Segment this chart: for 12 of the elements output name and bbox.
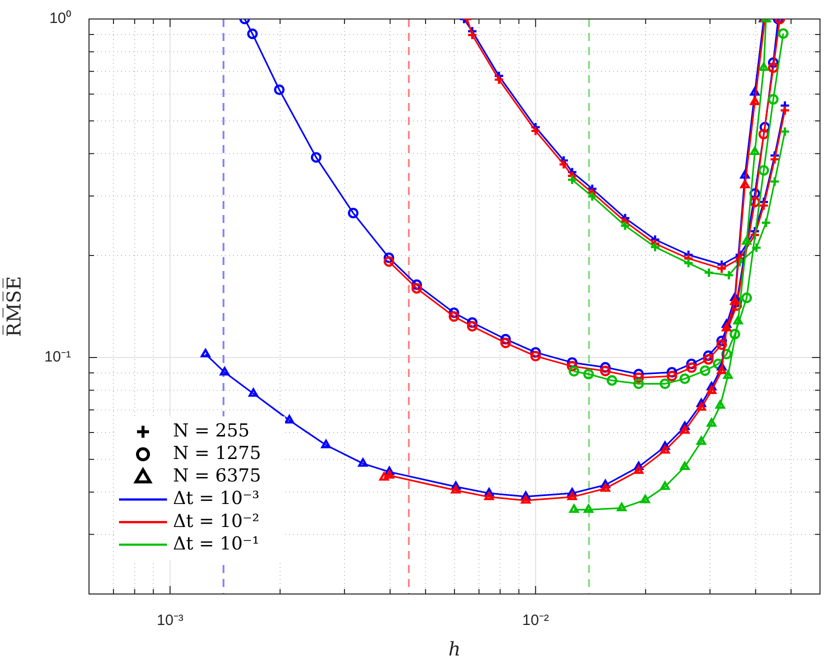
y-axis-title: R̅M̅S̅E̅ <box>2 276 26 337</box>
x-tick-label: 10⁻³ <box>156 612 184 630</box>
legend-label: N = 6375 <box>173 466 262 487</box>
y-tick-label: 10⁰ <box>49 10 71 28</box>
legend-label: N = 255 <box>173 420 250 442</box>
legend-label: N = 1275 <box>173 442 262 464</box>
x-axis-title: h <box>448 638 461 661</box>
legend-label: Δt = 10⁻¹ <box>173 533 260 554</box>
legend-label: Δt = 10⁻³ <box>173 488 260 510</box>
y-tick-label: 10⁻¹ <box>44 348 71 366</box>
legend-label: Δt = 10⁻² <box>173 510 260 532</box>
x-tick-label: 10⁻² <box>522 612 549 630</box>
